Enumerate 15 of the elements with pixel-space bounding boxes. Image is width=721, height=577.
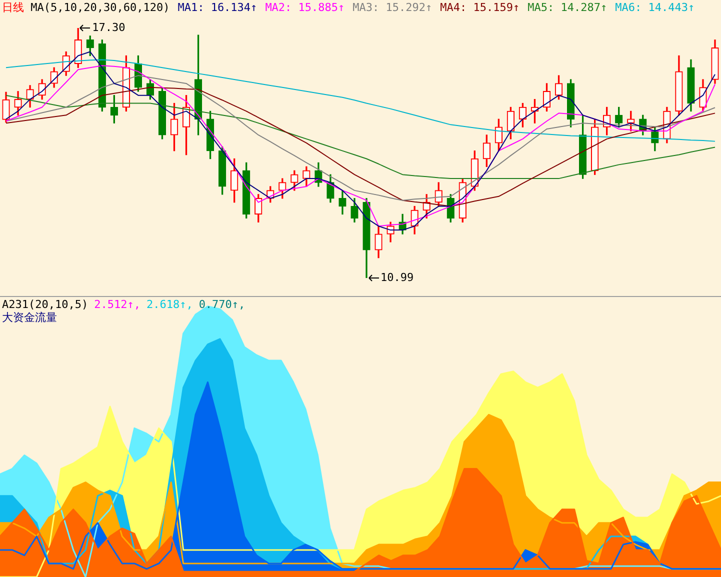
- text: MA1: 16.134↑: [178, 1, 258, 14]
- text: MA4: 15.159↑: [440, 1, 520, 14]
- annotation: 2.618↑,: [146, 298, 193, 311]
- annotation: 0.770↑,: [198, 298, 246, 311]
- annotation: 2.512↑,: [94, 298, 140, 311]
- text: MA5: 14.287↑: [528, 1, 608, 14]
- chart-subtitle: MA(5,10,20,30,60,120): [30, 1, 170, 14]
- chart-title: A231(20,10,5): [2, 298, 88, 311]
- annotation: 10.99: [380, 270, 414, 284]
- text: MA6: 14.443↑: [615, 1, 695, 14]
- annotation: 17.30: [92, 20, 126, 34]
- chart-title: 日线: [2, 1, 24, 14]
- text: MA2: 15.885↑: [265, 1, 345, 14]
- text: 大资金流量: [2, 311, 58, 324]
- text: MA3: 15.292↑: [352, 1, 432, 14]
